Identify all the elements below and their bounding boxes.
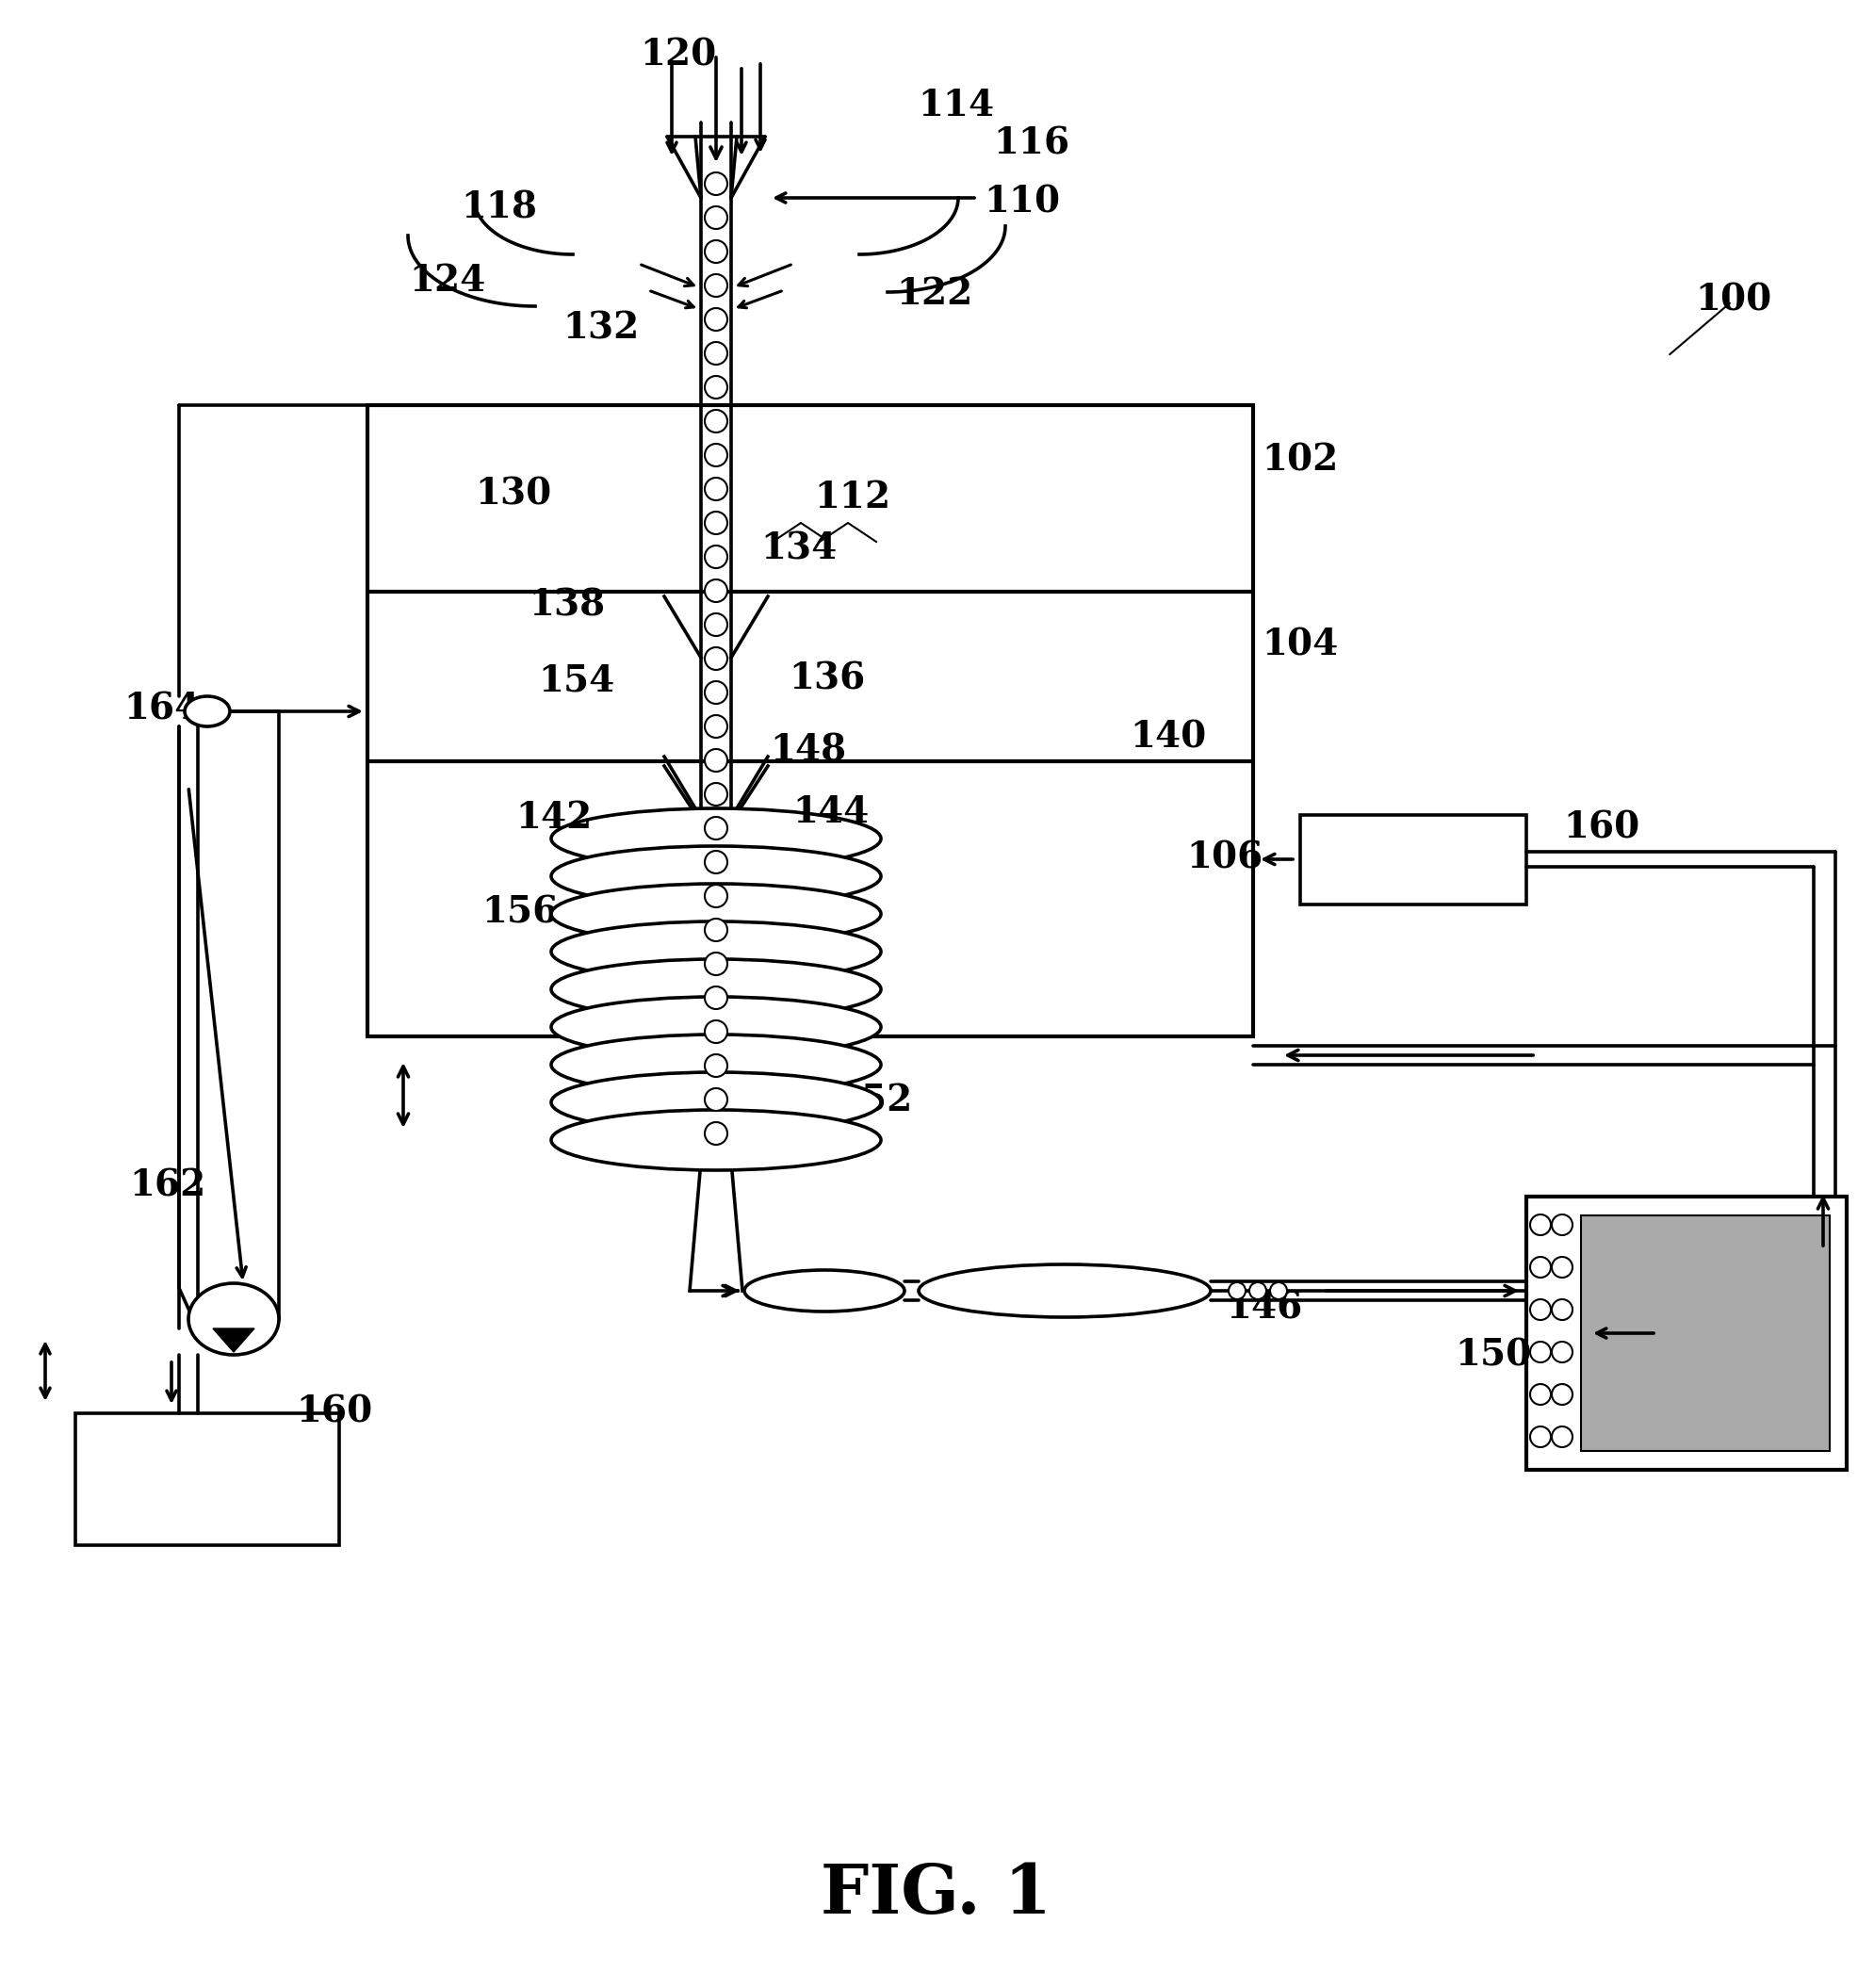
Circle shape [705, 986, 727, 1010]
Circle shape [705, 308, 727, 330]
Circle shape [705, 1020, 727, 1044]
Bar [1582, 1215, 1829, 1451]
Circle shape [705, 342, 727, 364]
Circle shape [705, 682, 727, 704]
Circle shape [705, 410, 727, 433]
Circle shape [1552, 1342, 1572, 1362]
Circle shape [705, 918, 727, 940]
Text: 112: 112 [815, 479, 890, 515]
Bar [367, 406, 1254, 1036]
Text: 160: 160 [1563, 809, 1640, 845]
Ellipse shape [551, 809, 881, 869]
Circle shape [1250, 1282, 1267, 1300]
Bar [75, 1413, 339, 1545]
Text: 160: 160 [296, 1394, 373, 1429]
Circle shape [705, 1121, 727, 1145]
Circle shape [705, 241, 727, 262]
Text: 156: 156 [482, 895, 558, 930]
Circle shape [705, 477, 727, 501]
Text: 110: 110 [984, 185, 1061, 221]
Bar [1525, 1197, 1846, 1469]
Text: 130: 130 [476, 477, 551, 513]
Text: 132: 132 [562, 310, 639, 346]
Circle shape [705, 648, 727, 670]
Text: 134: 134 [761, 531, 838, 567]
Circle shape [705, 614, 727, 636]
Circle shape [705, 1054, 727, 1077]
Bar [1301, 815, 1525, 905]
Circle shape [705, 207, 727, 229]
Circle shape [1552, 1384, 1572, 1406]
Text: 120: 120 [641, 36, 716, 72]
Text: 116: 116 [993, 125, 1070, 161]
Text: 154: 154 [538, 662, 615, 698]
Circle shape [1529, 1427, 1552, 1447]
Text: 118: 118 [461, 189, 538, 225]
Text: 144: 144 [793, 795, 870, 831]
Ellipse shape [551, 958, 881, 1020]
Polygon shape [214, 1328, 255, 1352]
Circle shape [1529, 1256, 1552, 1278]
Circle shape [705, 885, 727, 907]
Circle shape [1552, 1300, 1572, 1320]
Circle shape [1529, 1384, 1552, 1406]
Circle shape [1529, 1342, 1552, 1362]
Text: 146: 146 [1226, 1290, 1302, 1326]
Circle shape [705, 545, 727, 569]
Circle shape [705, 173, 727, 195]
Circle shape [705, 376, 727, 398]
Circle shape [1552, 1256, 1572, 1278]
Text: 142: 142 [515, 799, 592, 835]
Ellipse shape [551, 885, 881, 944]
Text: 138: 138 [528, 586, 605, 622]
Text: 102: 102 [1261, 441, 1338, 477]
Text: 150: 150 [1454, 1338, 1531, 1374]
Ellipse shape [551, 1072, 881, 1133]
Ellipse shape [551, 1109, 881, 1171]
Circle shape [705, 579, 727, 602]
Circle shape [705, 817, 727, 839]
Text: 114: 114 [918, 87, 995, 123]
Circle shape [705, 716, 727, 738]
Text: 136: 136 [789, 660, 866, 696]
Circle shape [705, 783, 727, 805]
Text: 124: 124 [409, 262, 485, 298]
Circle shape [1552, 1427, 1572, 1447]
Text: 162: 162 [129, 1167, 206, 1203]
Text: 104: 104 [1261, 628, 1338, 664]
Text: 122: 122 [896, 276, 973, 312]
Circle shape [1229, 1282, 1246, 1300]
Circle shape [1271, 1282, 1287, 1300]
Ellipse shape [918, 1264, 1211, 1318]
Text: 148: 148 [770, 732, 847, 767]
Circle shape [1552, 1215, 1572, 1235]
Text: FIG. 1: FIG. 1 [821, 1861, 1051, 1926]
Circle shape [705, 1087, 727, 1111]
Ellipse shape [189, 1282, 279, 1356]
Circle shape [1529, 1215, 1552, 1235]
Ellipse shape [551, 847, 881, 907]
Ellipse shape [744, 1270, 905, 1312]
Circle shape [705, 851, 727, 873]
Circle shape [705, 443, 727, 467]
Circle shape [705, 952, 727, 976]
Text: 106: 106 [1186, 839, 1263, 875]
Ellipse shape [186, 696, 231, 726]
Text: 164: 164 [124, 690, 201, 726]
Circle shape [705, 511, 727, 535]
Text: 140: 140 [1130, 720, 1207, 755]
Text: 100: 100 [1696, 282, 1773, 318]
Circle shape [705, 749, 727, 771]
Circle shape [1529, 1300, 1552, 1320]
Ellipse shape [551, 996, 881, 1058]
Text: 152: 152 [836, 1083, 913, 1119]
Ellipse shape [551, 922, 881, 982]
Ellipse shape [551, 1034, 881, 1095]
Circle shape [705, 274, 727, 296]
